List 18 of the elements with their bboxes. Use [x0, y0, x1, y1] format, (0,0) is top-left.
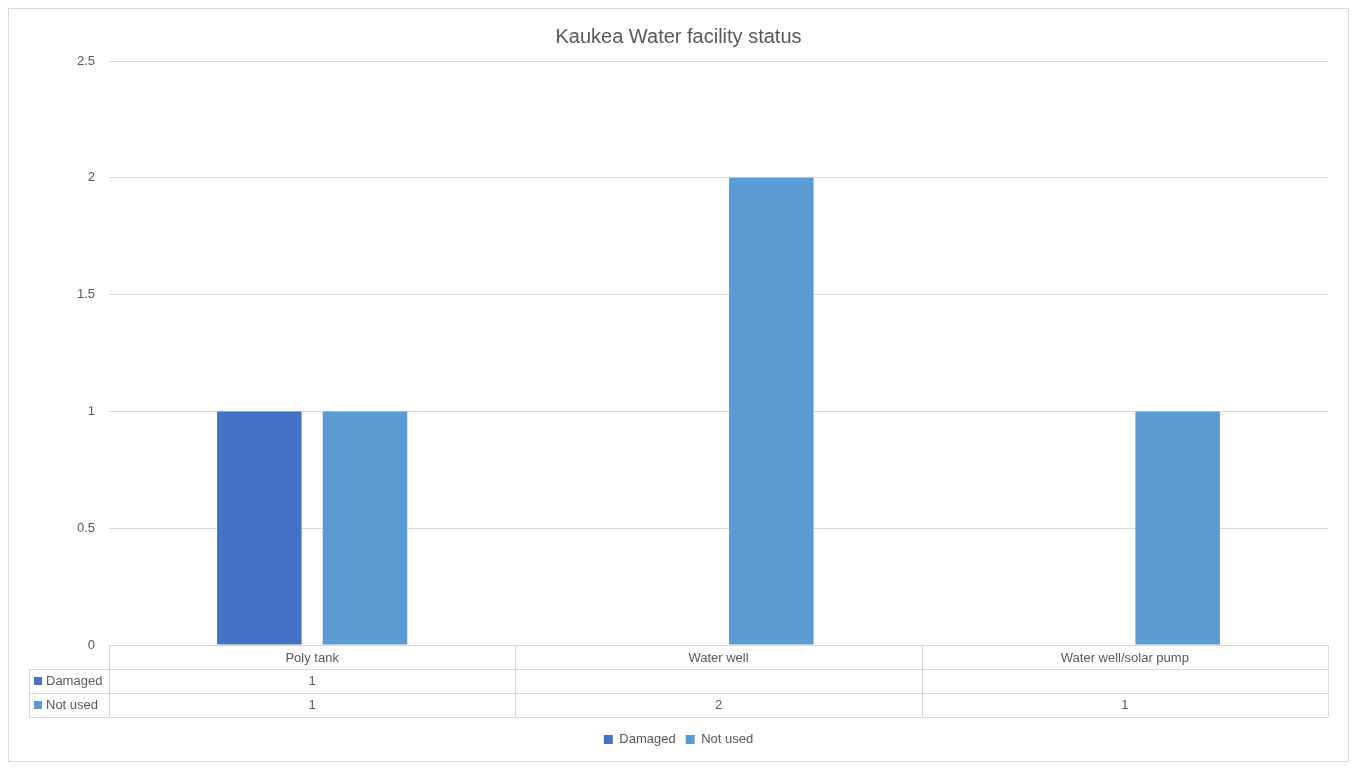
legend-label: Damaged: [46, 672, 103, 688]
text: Not used: [46, 696, 99, 712]
y-tick-label: 0.5: [76, 519, 95, 535]
y-tick-label: 1: [87, 402, 95, 418]
y-tick-label: 2.5: [76, 52, 95, 68]
y-tick-label: 2: [87, 169, 95, 185]
y-tick-label: 1.5: [76, 286, 95, 302]
data-label: 2: [714, 696, 723, 712]
data-label: 1: [1121, 696, 1129, 712]
data-label: 1: [308, 696, 316, 712]
x-tick-label: Water well: [688, 650, 749, 666]
x-tick-label: Poly tank: [285, 650, 340, 666]
x-tick-label: Water well/solar pump: [1060, 650, 1189, 666]
text: Damaged: [619, 731, 676, 747]
data-label: 1: [308, 672, 316, 688]
legend-label: Not used: [701, 731, 754, 747]
y-tick-label: 0: [87, 636, 95, 652]
chart-title: Kaukea Water facility status: [555, 24, 802, 47]
